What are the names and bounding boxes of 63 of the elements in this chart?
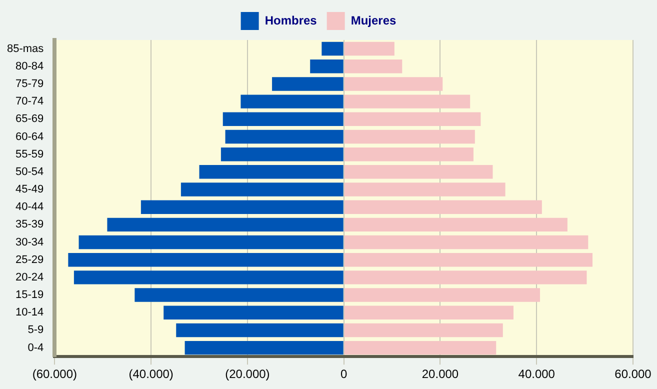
x-tick-label: 40.000 <box>518 367 556 382</box>
y-tick-label: 30-34 <box>16 236 44 248</box>
bar <box>344 340 496 355</box>
bar <box>140 200 344 214</box>
y-tick-label: 10-14 <box>16 306 44 319</box>
bar <box>220 147 344 162</box>
bar <box>344 323 503 338</box>
bar <box>344 200 542 214</box>
bar <box>78 235 344 250</box>
bar <box>164 306 344 320</box>
y-tick-label: 40-44 <box>16 201 44 214</box>
bar <box>344 270 587 284</box>
legend-label: Mujeres <box>350 13 397 28</box>
legend-label: Hombres <box>264 13 318 28</box>
y-tick-label: 25-29 <box>16 254 44 266</box>
bar <box>344 182 506 196</box>
y-tick-label: 45-49 <box>16 184 44 196</box>
bar <box>184 340 344 355</box>
bar <box>134 288 344 302</box>
bar <box>107 218 344 232</box>
y-tick-label: 85-mas <box>6 42 44 55</box>
bar <box>344 218 568 232</box>
x-tick-label: 20.000 <box>422 367 459 382</box>
x-tick-label: 60.000 <box>614 367 652 382</box>
bar <box>344 60 402 74</box>
bar <box>199 165 344 179</box>
bar <box>322 42 344 56</box>
y-tick-label: 5-9 <box>28 324 44 336</box>
bar <box>344 42 394 56</box>
y-tick-label: 65-69 <box>16 113 44 126</box>
bar <box>344 165 493 179</box>
bar <box>176 323 344 338</box>
bar <box>74 270 344 284</box>
y-tick-label: 50-54 <box>16 166 44 178</box>
x-tick-label: (60.000) <box>32 367 78 382</box>
y-tick-label: 60-64 <box>16 130 44 143</box>
bar <box>344 235 588 250</box>
bar <box>344 147 474 162</box>
bar <box>344 112 481 126</box>
bar <box>344 130 475 144</box>
x-tick-label: (20.000) <box>225 367 270 382</box>
bar <box>272 77 344 91</box>
bar <box>344 253 593 267</box>
bar <box>225 130 344 144</box>
x-tick-label: (40.000) <box>128 367 174 382</box>
y-tick-label: 70-74 <box>16 96 44 108</box>
bar <box>310 60 344 74</box>
x-tick-label: 0 <box>340 367 348 382</box>
y-tick-label: 0-4 <box>28 342 44 354</box>
y-tick-label: 75-79 <box>16 78 44 90</box>
bar <box>68 253 344 267</box>
y-tick-label: 80-84 <box>16 60 44 72</box>
bar <box>240 94 344 108</box>
bar <box>222 112 344 126</box>
y-tick-label: 20-24 <box>16 271 44 284</box>
bar <box>344 288 540 302</box>
y-tick-label: 35-39 <box>16 218 44 231</box>
bar <box>344 77 443 91</box>
y-tick-label: 15-19 <box>16 289 44 302</box>
y-tick-label: 55-59 <box>16 148 44 160</box>
bar <box>180 182 344 196</box>
bar <box>344 94 470 108</box>
bar <box>344 306 514 320</box>
